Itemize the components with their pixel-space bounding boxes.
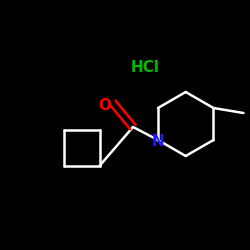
Text: O: O <box>98 98 112 112</box>
Text: N: N <box>152 134 164 148</box>
Text: HCl: HCl <box>130 60 160 76</box>
